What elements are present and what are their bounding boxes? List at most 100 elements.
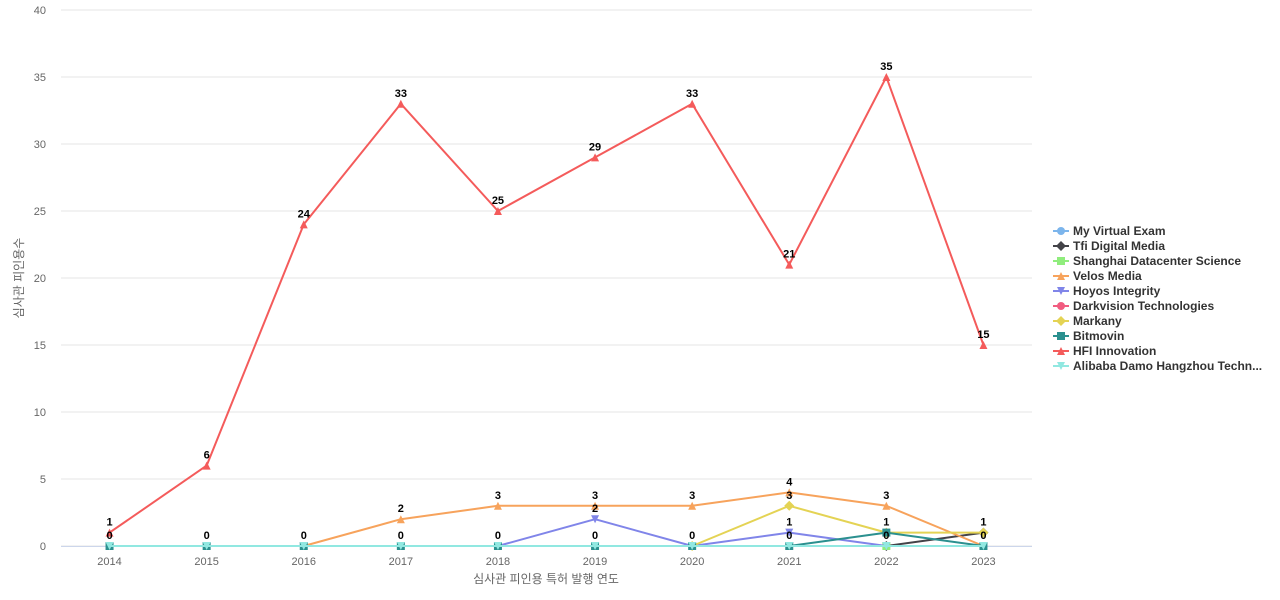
x-tick-label: 2019 — [583, 556, 607, 568]
data-point-marker — [591, 501, 600, 510]
data-label: 1 — [106, 517, 112, 529]
legend-item[interactable]: Shanghai Datacenter Science — [1053, 254, 1241, 268]
data-point-marker — [784, 500, 795, 511]
data-label: 1 — [980, 517, 986, 529]
legend-label: Shanghai Datacenter Science — [1073, 254, 1241, 268]
data-label: 0 — [980, 530, 986, 542]
legend-label: Tfi Digital Media — [1073, 239, 1165, 253]
legend-item[interactable]: Darkvision Technologies — [1053, 299, 1214, 313]
data-label: 3 — [495, 490, 501, 502]
data-point-marker — [688, 542, 697, 550]
legend-item[interactable]: Alibaba Damo Hangzhou Techn... — [1053, 359, 1262, 373]
data-point-marker — [493, 501, 502, 510]
data-point-marker — [882, 542, 891, 550]
data-point-marker — [493, 542, 502, 550]
y-tick-label: 30 — [34, 139, 46, 151]
y-axis-title: 심사관 피인용수 — [12, 238, 26, 319]
legend-marker — [1057, 287, 1065, 295]
data-point-marker — [202, 461, 211, 470]
data-point-marker — [299, 542, 308, 550]
series-lines — [105, 73, 989, 551]
legend-item[interactable]: Bitmovin — [1053, 329, 1124, 343]
legend-label: My Virtual Exam — [1073, 224, 1165, 238]
data-label: 33 — [395, 88, 407, 100]
data-point-marker — [979, 341, 988, 349]
data-label: 0 — [301, 530, 307, 542]
data-label: 25 — [492, 195, 504, 207]
data-label: 0 — [689, 530, 695, 542]
legend-item[interactable]: My Virtual Exam — [1053, 224, 1165, 238]
legend-item[interactable]: Velos Media — [1053, 269, 1142, 283]
data-point-marker — [396, 515, 405, 524]
x-tick-label: 2018 — [486, 556, 510, 568]
data-point-marker — [785, 488, 794, 497]
legend-item[interactable]: Tfi Digital Media — [1053, 239, 1165, 253]
series-6 — [687, 500, 989, 551]
x-tick-label: 2015 — [194, 556, 218, 568]
y-tick-label: 40 — [34, 5, 46, 17]
data-label: 2 — [398, 503, 404, 515]
y-tick-label: 35 — [34, 72, 46, 84]
legend-marker — [1057, 257, 1065, 265]
data-label: 15 — [977, 329, 989, 341]
grid-lines — [61, 9, 1032, 547]
legend-marker — [1057, 347, 1065, 355]
data-point-marker — [979, 542, 988, 550]
data-label: 3 — [592, 490, 598, 502]
data-point-marker — [105, 528, 114, 537]
data-label: 29 — [589, 141, 601, 153]
data-point-marker — [785, 528, 794, 537]
data-point-marker — [785, 542, 794, 550]
data-label: 35 — [880, 61, 892, 73]
x-tick-label: 2022 — [874, 556, 898, 568]
legend-label: Darkvision Technologies — [1073, 299, 1214, 313]
data-point-marker — [396, 542, 405, 550]
x-tick-label: 2014 — [97, 556, 121, 568]
y-tick-label: 0 — [40, 541, 46, 553]
data-point-marker — [396, 99, 405, 108]
y-tick-label: 10 — [34, 407, 46, 419]
y-tick-label: 20 — [34, 273, 46, 285]
x-tick-label: 2021 — [777, 556, 801, 568]
series-line — [691, 504, 984, 547]
series-line — [109, 531, 984, 547]
legend-label: Bitmovin — [1073, 329, 1124, 343]
data-point-marker — [785, 260, 794, 269]
data-point-marker — [978, 527, 989, 538]
legend-label: Hoyos Integrity — [1073, 284, 1161, 298]
data-label: 3 — [883, 490, 889, 502]
legend-marker — [1057, 272, 1065, 280]
data-label: 0 — [398, 530, 404, 542]
data-label: 1 — [883, 517, 889, 529]
x-tick-label: 2017 — [389, 556, 413, 568]
series-line — [303, 491, 984, 547]
data-label: 2 — [592, 503, 598, 515]
y-tick-label: 5 — [40, 474, 46, 486]
legend-item[interactable]: Markany — [1053, 314, 1122, 328]
data-label: 0 — [106, 530, 112, 542]
series-line — [108, 76, 985, 534]
data-label: 0 — [204, 530, 210, 542]
y-tick-label: 25 — [34, 206, 46, 218]
legend-label: Markany — [1073, 314, 1122, 328]
data-label: 6 — [204, 450, 210, 462]
legend-marker — [1057, 332, 1065, 340]
data-point-marker — [591, 515, 600, 524]
x-tick-label: 2016 — [292, 556, 316, 568]
data-label: 0 — [786, 530, 792, 542]
x-tick-label: 2023 — [971, 556, 995, 568]
legend-label: Velos Media — [1073, 269, 1142, 283]
legend-item[interactable]: Hoyos Integrity — [1053, 284, 1161, 298]
legend-marker — [1056, 316, 1066, 326]
data-point-marker — [591, 542, 600, 550]
legend-item[interactable]: HFI Innovation — [1053, 344, 1156, 358]
data-point-marker — [688, 501, 697, 510]
series-9 — [105, 542, 988, 550]
data-label: 33 — [686, 88, 698, 100]
data-point-marker — [882, 528, 891, 537]
data-point-marker — [882, 501, 891, 510]
